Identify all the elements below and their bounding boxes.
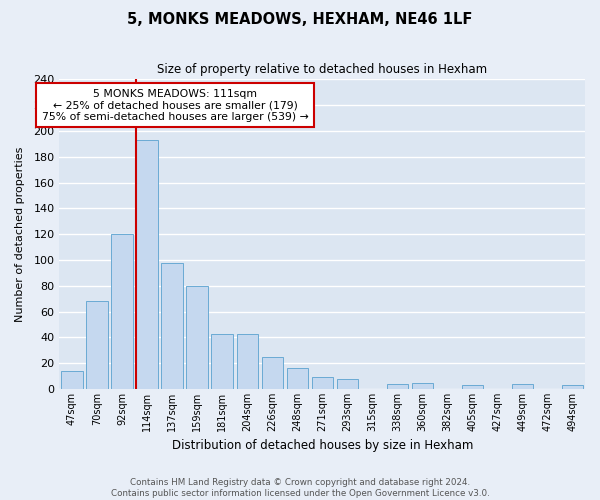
Bar	[512, 384, 533, 389]
Bar	[187, 286, 208, 389]
Bar	[562, 385, 583, 389]
Bar	[211, 334, 233, 389]
Y-axis label: Number of detached properties: Number of detached properties	[15, 146, 25, 322]
Bar	[136, 140, 158, 389]
Text: 5 MONKS MEADOWS: 111sqm
← 25% of detached houses are smaller (179)
75% of semi-d: 5 MONKS MEADOWS: 111sqm ← 25% of detache…	[41, 88, 308, 122]
Bar	[86, 302, 107, 389]
Bar	[112, 234, 133, 389]
Bar	[462, 385, 483, 389]
Bar	[287, 368, 308, 389]
Title: Size of property relative to detached houses in Hexham: Size of property relative to detached ho…	[157, 62, 487, 76]
X-axis label: Distribution of detached houses by size in Hexham: Distribution of detached houses by size …	[172, 440, 473, 452]
Bar	[337, 378, 358, 389]
Text: 5, MONKS MEADOWS, HEXHAM, NE46 1LF: 5, MONKS MEADOWS, HEXHAM, NE46 1LF	[127, 12, 473, 28]
Bar	[386, 384, 408, 389]
Bar	[262, 357, 283, 389]
Bar	[311, 378, 333, 389]
Bar	[236, 334, 258, 389]
Bar	[61, 371, 83, 389]
Text: Contains HM Land Registry data © Crown copyright and database right 2024.
Contai: Contains HM Land Registry data © Crown c…	[110, 478, 490, 498]
Bar	[161, 262, 182, 389]
Bar	[412, 382, 433, 389]
